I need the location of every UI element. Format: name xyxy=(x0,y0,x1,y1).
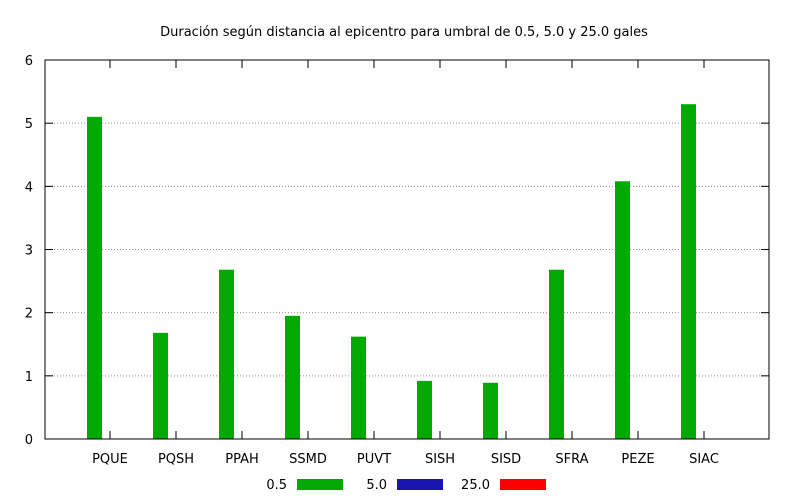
bar-0.5-PEZE xyxy=(615,181,630,439)
x-tick-label: SIAC xyxy=(689,452,719,467)
x-tick-label: PQUE xyxy=(92,452,128,467)
legend-swatch xyxy=(297,479,343,490)
x-tick-label: PQSH xyxy=(158,452,194,467)
bar-0.5-PQSH xyxy=(153,332,168,439)
legend-label: 25.0 xyxy=(461,478,490,493)
y-tick-label: 5 xyxy=(25,117,33,132)
y-tick-label: 1 xyxy=(25,370,33,385)
bar-0.5-SIAC xyxy=(681,104,696,439)
y-axis: 0 1 2 3 4 5 6 xyxy=(25,54,769,448)
bar-0.5-SSMD xyxy=(285,315,300,439)
bar-0.5-PUVT xyxy=(351,336,366,439)
bar-0.5-SISD xyxy=(483,382,498,439)
legend: 0.5 5.0 25.0 xyxy=(266,478,546,493)
x-tick-label: PUVT xyxy=(357,452,391,467)
legend-label: 0.5 xyxy=(266,478,287,493)
x-tick-label: PPAH xyxy=(225,452,259,467)
x-tick-label: SISD xyxy=(491,452,521,467)
y-tick-label: 3 xyxy=(25,244,33,259)
y-tick-label: 6 xyxy=(25,54,33,69)
chart-title: Duración según distancia al epicentro pa… xyxy=(160,25,648,40)
x-tick-label: SISH xyxy=(425,452,455,467)
x-tick-label: PEZE xyxy=(621,452,654,467)
bar-0.5-SISH xyxy=(417,380,432,439)
x-tick-label: SSMD xyxy=(289,452,327,467)
x-axis: PQUE PQSH PPAH SSMD PUVT SISH SISD SFRA PEZE SIAC xyxy=(92,60,719,467)
y-tick-label: 2 xyxy=(25,307,33,322)
y-tick-label: 4 xyxy=(25,180,33,195)
bar-0.5-PPAH xyxy=(219,269,234,439)
bar-0.5-PQUE xyxy=(87,116,102,439)
bars xyxy=(87,104,696,439)
y-tick-label: 0 xyxy=(25,433,33,448)
x-tick-label: SFRA xyxy=(555,452,588,467)
legend-swatch xyxy=(500,479,546,490)
legend-label: 5.0 xyxy=(366,478,387,493)
legend-swatch xyxy=(397,479,443,490)
bar-0.5-SFRA xyxy=(549,269,564,439)
